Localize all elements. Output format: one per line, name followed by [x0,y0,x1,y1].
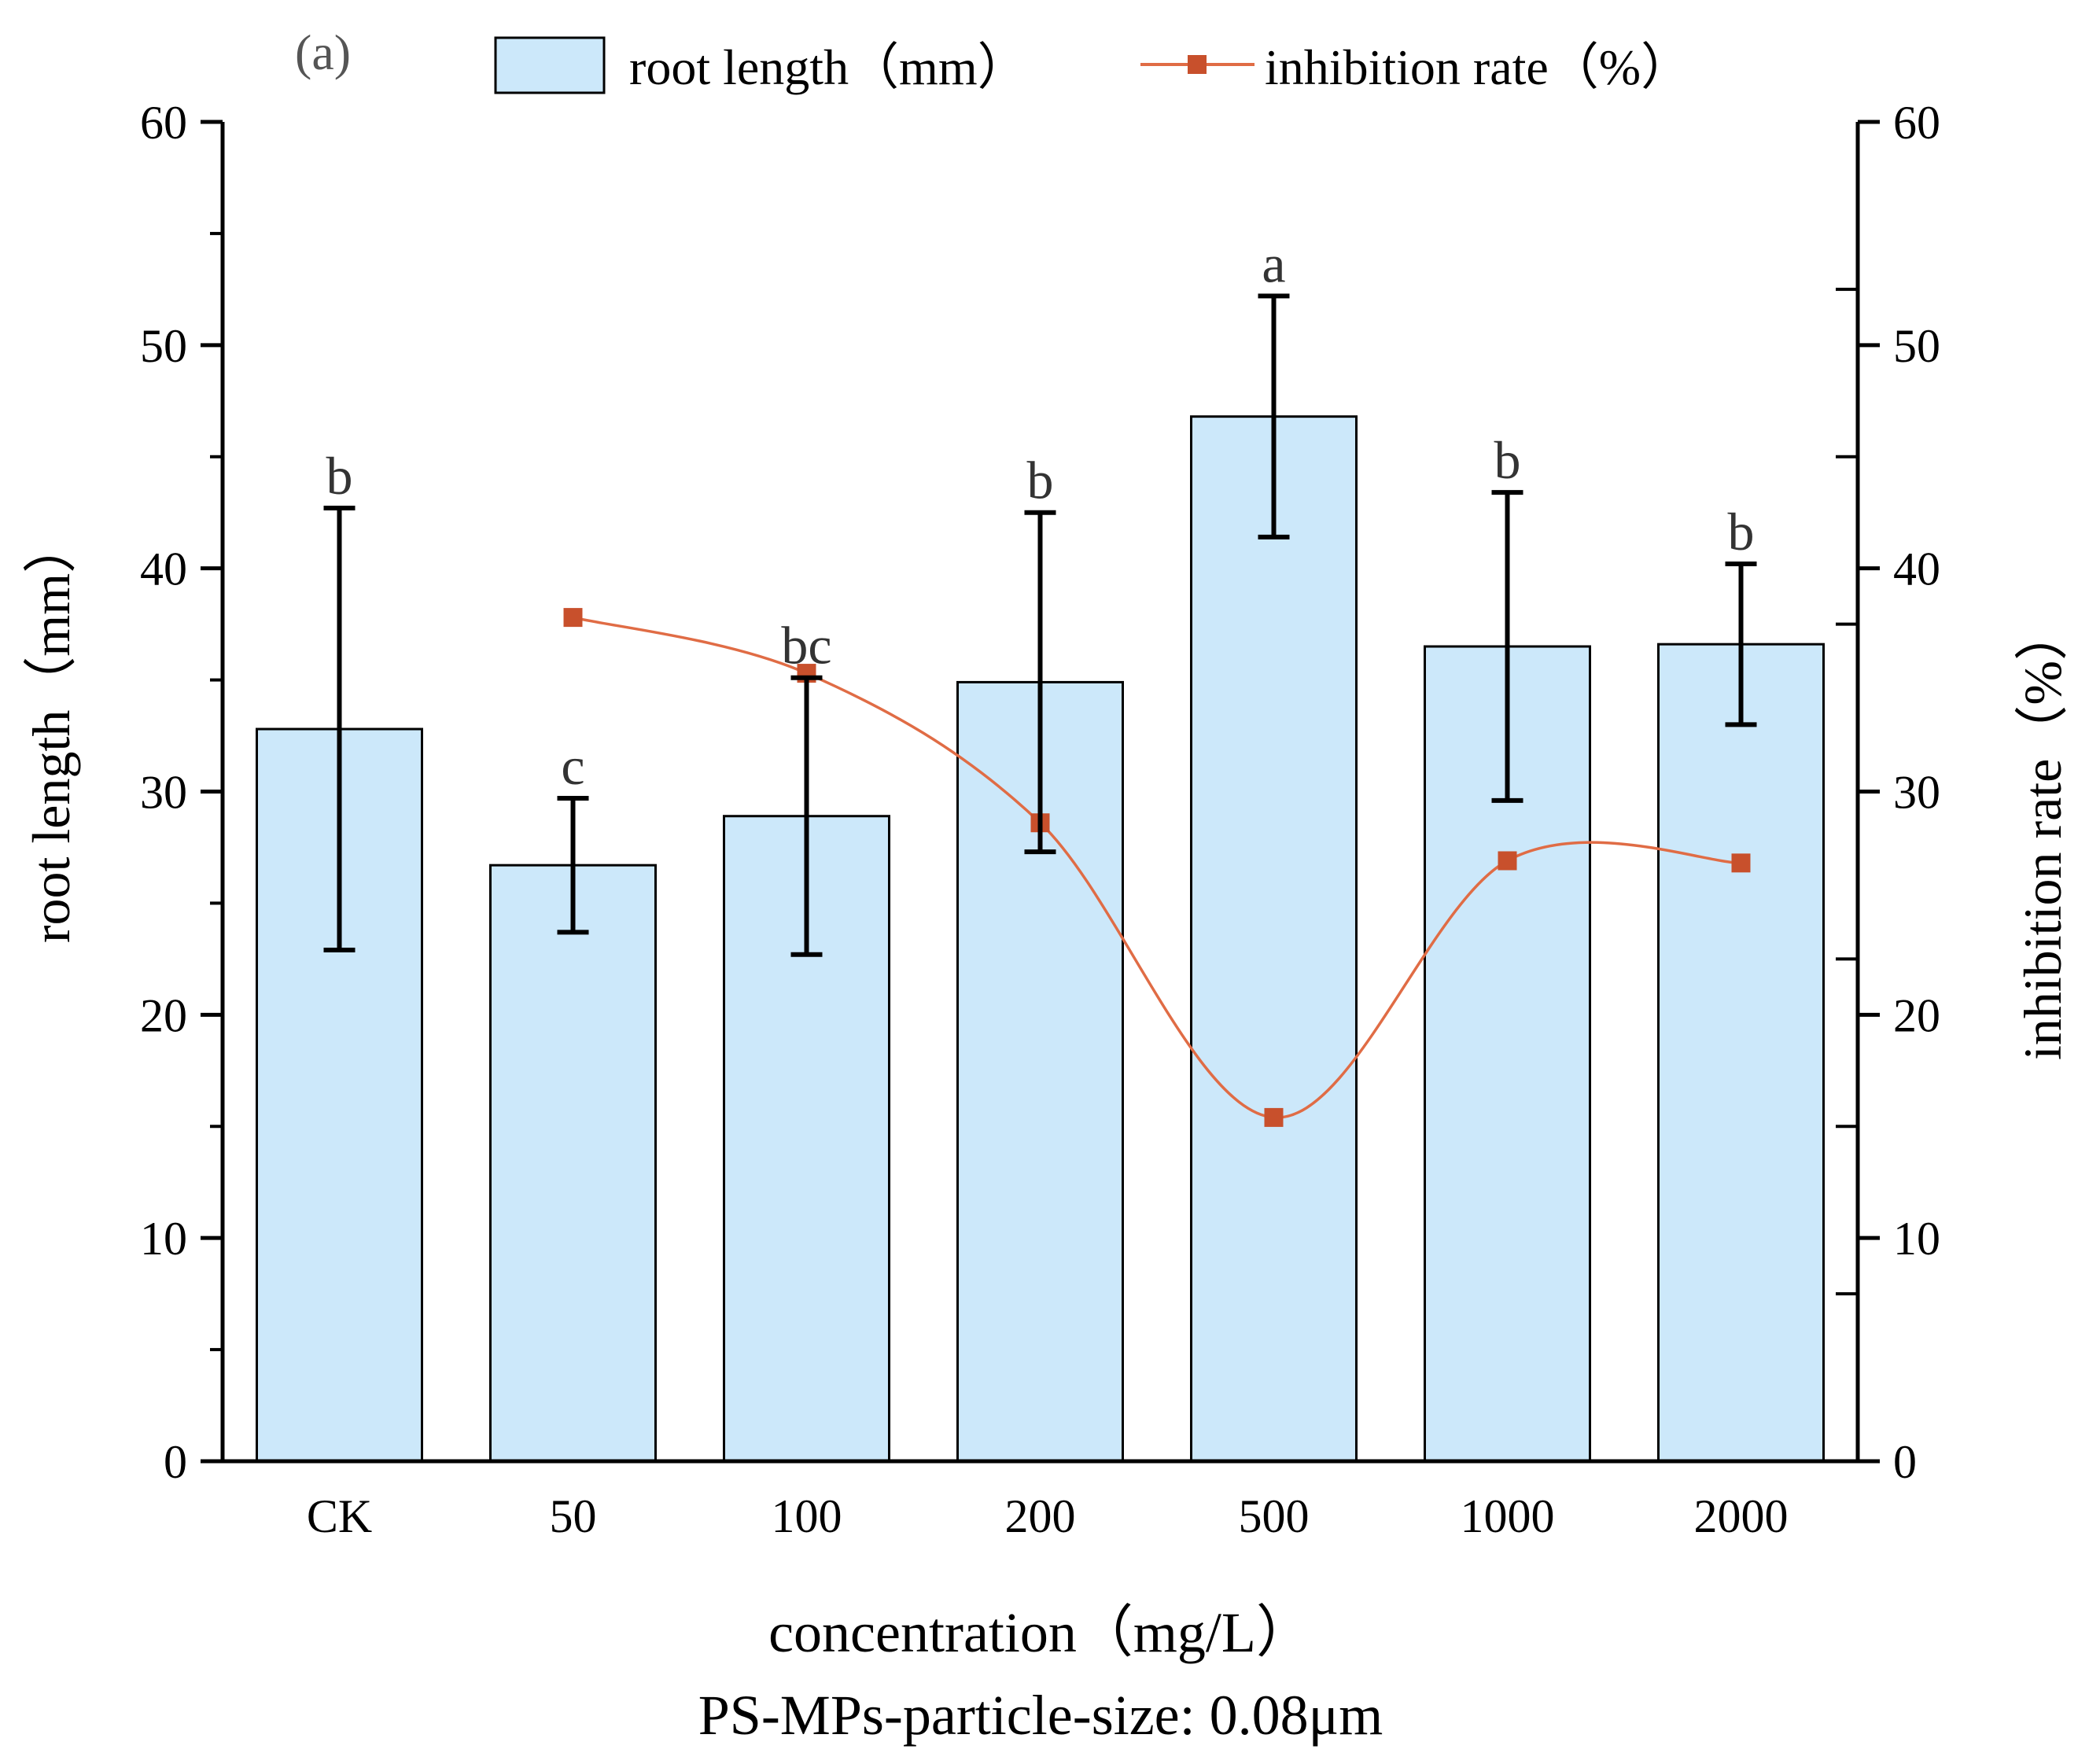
y-right-tick-label: 0 [1893,1436,1917,1488]
y-right-tick-label: 40 [1893,543,1940,595]
x-tick-label-1000: 1000 [1461,1490,1555,1542]
y-right-tick-label: 60 [1893,97,1940,149]
x-tick-label-50: 50 [550,1490,597,1542]
legend: root length（mm） inhibition rate（%） [494,36,1691,95]
y-left-tick-label: 60 [140,97,187,149]
panel-label: (a) [295,24,351,80]
x-tick-label-500: 500 [1239,1490,1310,1542]
significance-letter-1000: b [1494,430,1521,490]
inhibition-point-500 [1264,1107,1284,1127]
legend-line-label: inhibition rate（%） [1265,39,1691,95]
legend-bar-label: root length（mm） [629,39,1028,95]
y-right-tick-label: 30 [1893,767,1940,819]
inhibition-point-50 [563,608,583,628]
significance-letter-500: a [1262,234,1285,293]
y-left-tick-label: 20 [140,989,187,1041]
inhibition-point-1000 [1498,851,1517,871]
y-right-tick-label: 50 [1893,320,1940,372]
bar-2000 [1657,643,1825,1463]
legend-line-marker [1188,55,1207,74]
y-right-tick-label: 10 [1893,1213,1940,1265]
significance-letter-2000: b [1728,502,1755,562]
y-left-tick-label: 50 [140,320,187,372]
bar-50 [489,864,657,1463]
significance-letter-200: b [1027,451,1054,510]
y-left-tick-label: 30 [140,767,187,819]
legend-bar-swatch [494,36,606,94]
inhibition-point-2000 [1731,853,1751,873]
x-tick-label-CK: CK [307,1490,372,1542]
y-left-tick-label: 10 [140,1213,187,1265]
y-axis-right-title: inhibition rate（%） [2013,607,2072,1060]
significance-letter-50: c [561,736,584,796]
y-left-tick-label: 0 [164,1436,187,1488]
y-axis-left-title: root length（mm） [21,520,81,943]
x-tick-label-200: 200 [1005,1490,1076,1542]
x-tick-label-100: 100 [772,1490,842,1542]
significance-letter-CK: b [326,446,353,506]
y-left-tick-label: 40 [140,543,187,595]
bar-500 [1190,415,1358,1463]
x-tick-label-2000: 2000 [1694,1490,1789,1542]
chart-subtitle: PS-MPs-particle-size: 0.08μm [698,1684,1383,1747]
x-axis-title: concentration（mg/L） [768,1601,1313,1664]
significance-letter-100: bc [781,616,831,676]
y-right-tick-label: 20 [1893,989,1940,1041]
